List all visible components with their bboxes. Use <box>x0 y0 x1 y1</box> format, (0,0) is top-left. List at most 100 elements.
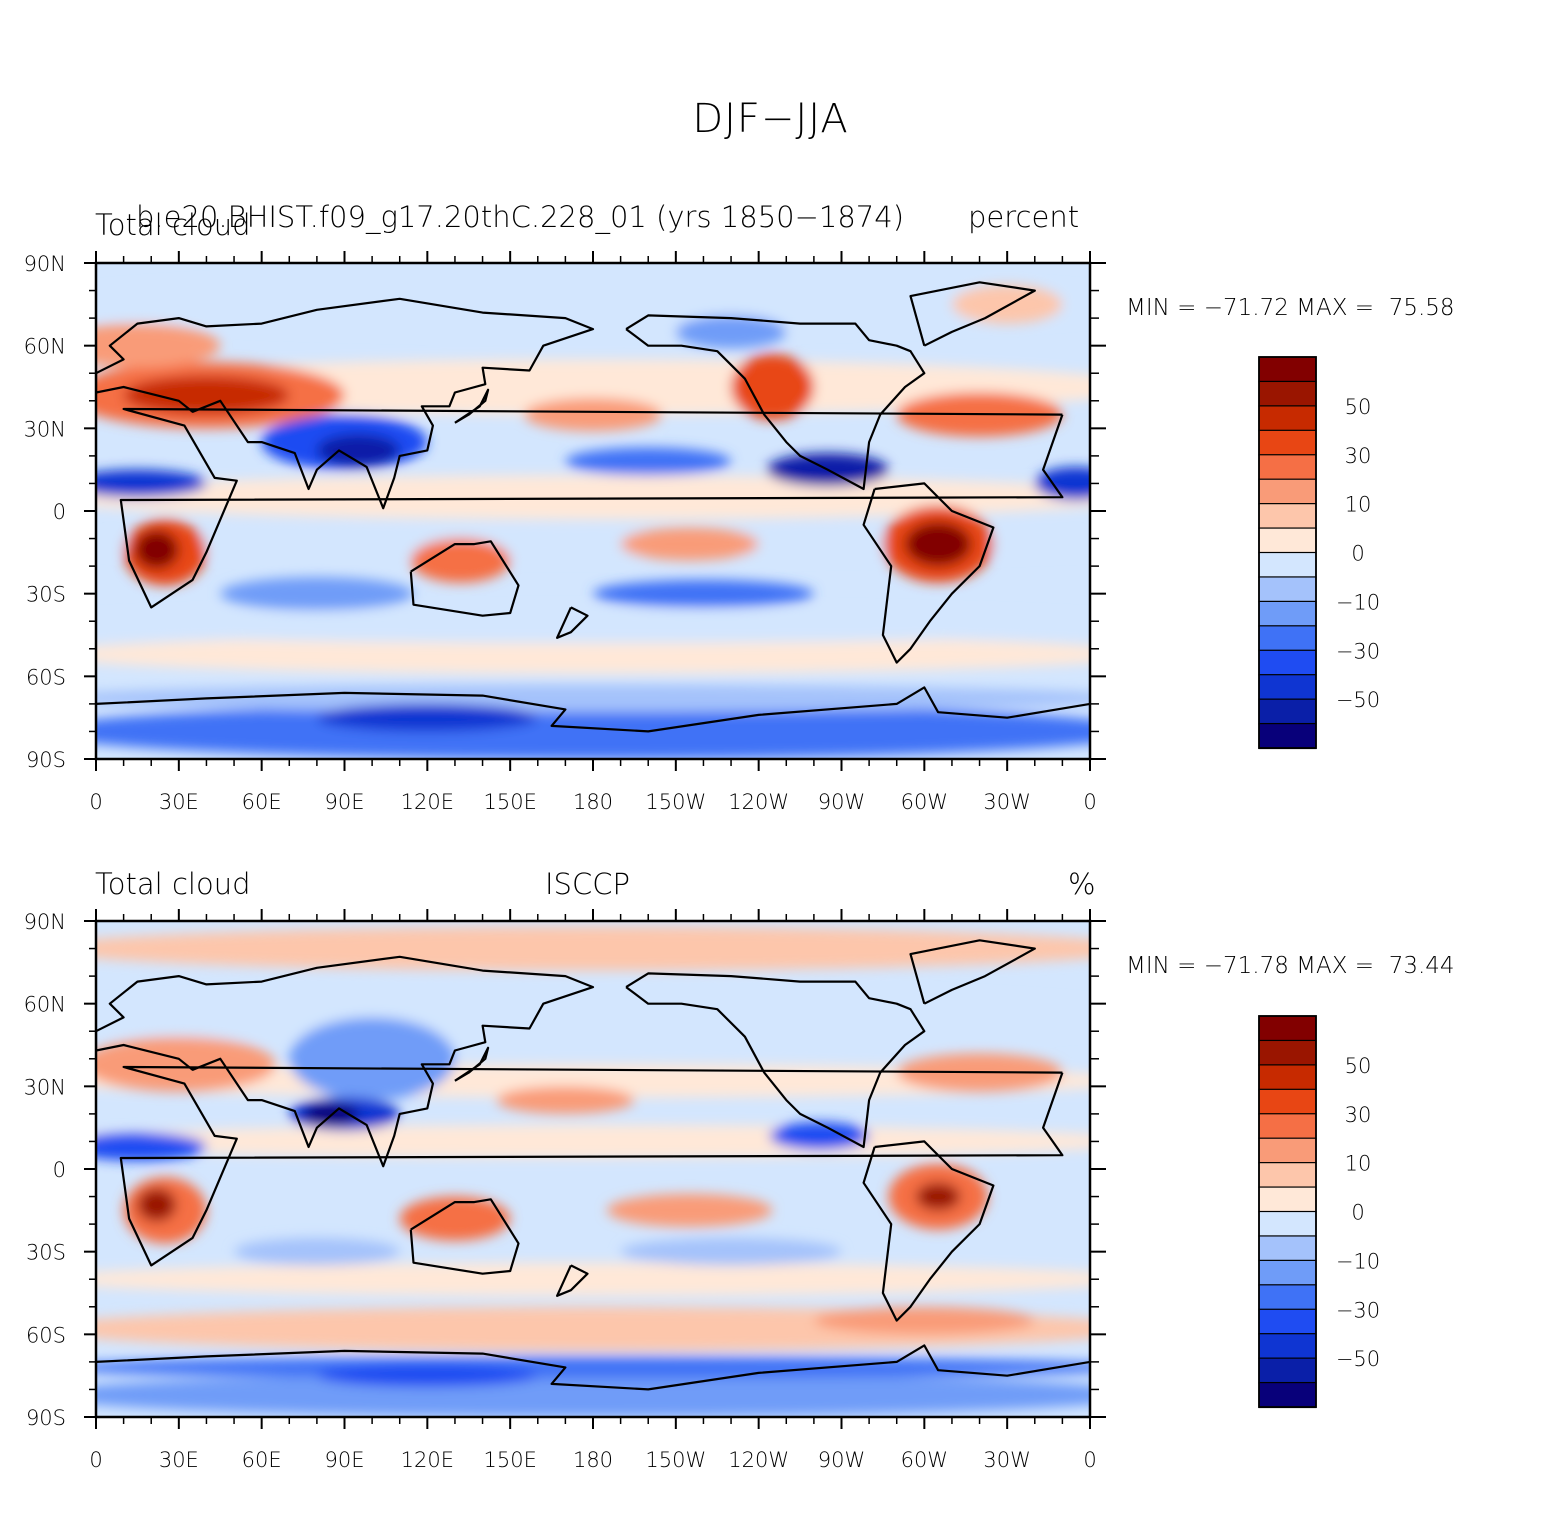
colorbar-label: 30 <box>1345 1103 1372 1127</box>
colorbar-swatch <box>1258 1039 1317 1066</box>
contour-region <box>769 1122 870 1150</box>
colorbar-swatch <box>1258 1210 1317 1238</box>
y-tick-label: 0 <box>53 500 66 524</box>
y-tick-label: 30S <box>26 1241 66 1265</box>
coastlines <box>96 281 1090 733</box>
contour-region <box>813 1306 1035 1335</box>
x-tick-label: 30W <box>983 1448 1031 1472</box>
contour-region <box>234 1237 400 1266</box>
colorbar-swatch <box>1258 625 1317 652</box>
colorbar-swatch <box>1258 698 1317 725</box>
contour-region <box>96 323 221 368</box>
colorbar-swatch <box>1258 454 1317 481</box>
contour-region <box>606 1193 773 1227</box>
min-max-stats: MIN = −71.72 MAX = 75.58 <box>1126 295 1455 321</box>
coastline <box>96 297 595 510</box>
colorbar-swatch <box>1258 1259 1317 1286</box>
contour-region <box>96 684 1090 713</box>
colorbar-swatch <box>1258 1333 1317 1360</box>
contour-region <box>96 530 1090 558</box>
coastline <box>454 1046 490 1082</box>
x-tick-label: 30E <box>159 1448 199 1472</box>
x-tick-label: 120E <box>401 1448 454 1472</box>
contour-field <box>96 263 1090 759</box>
colorbar-swatch <box>1258 503 1317 530</box>
colorbar-swatch <box>1258 1088 1317 1115</box>
contour-region <box>593 579 814 608</box>
coastline <box>409 1198 520 1275</box>
contour-region <box>96 359 1090 415</box>
y-tick-label: 0 <box>53 1158 66 1182</box>
contour-region <box>303 1102 359 1125</box>
colorbar-swatch <box>1258 478 1317 505</box>
colorbar-swatch <box>1258 576 1317 603</box>
contour-region <box>565 447 732 476</box>
contour-region <box>96 926 1090 971</box>
x-tick-label: 180 <box>573 790 613 814</box>
y-tick-label: 90S <box>26 1406 66 1430</box>
colorbar-label: −50 <box>1336 688 1380 712</box>
colorbar-swatch <box>1258 1162 1317 1189</box>
colorbar-label: 50 <box>1345 1054 1372 1078</box>
colorbar-swatch <box>1258 1064 1317 1091</box>
x-tick-label: 0 <box>1083 790 1096 814</box>
y-tick-label: 90N <box>24 252 66 276</box>
contour-region <box>96 635 1090 674</box>
center-label: ISCCP <box>545 867 630 901</box>
min-max-stats: MIN = −71.78 MAX = 73.44 <box>1126 953 1455 979</box>
center-label: b.e20.BHIST.f09_g17.20thC.228_01 (yrs 18… <box>136 200 905 234</box>
contour-region <box>905 522 972 567</box>
y-tick-label: 30S <box>26 583 66 607</box>
colorbar-swatch <box>1258 1284 1317 1311</box>
colorbar-label: 0 <box>1351 542 1364 566</box>
right-label: percent <box>968 200 1080 234</box>
contour-region <box>620 527 759 561</box>
colorbar-swatch <box>1258 674 1317 701</box>
x-tick-label: 90E <box>325 1448 365 1472</box>
x-tick-label: 60W <box>901 1448 949 1472</box>
x-tick-label: 150W <box>645 1448 706 1472</box>
left-label: Total cloud <box>95 867 251 901</box>
y-tick-label: 90N <box>24 910 66 934</box>
colorbar-swatch <box>1258 527 1317 554</box>
colorbar-label: 10 <box>1345 493 1372 517</box>
contour-region <box>316 433 400 467</box>
contour-region <box>220 577 414 611</box>
x-tick-label: 120W <box>728 790 789 814</box>
contour-region <box>123 375 290 415</box>
coastline <box>625 972 926 1149</box>
colorbar-label: 10 <box>1345 1152 1372 1176</box>
contour-region <box>96 1262 1090 1296</box>
colorbar: 50 30 10 0 −10 −30 −50 <box>1258 356 1380 750</box>
colorbar-swatch <box>1258 722 1317 750</box>
colorbar-swatch <box>1258 1113 1317 1140</box>
y-tick-label: 30N <box>24 1075 66 1099</box>
coastline <box>409 540 520 617</box>
coastline <box>96 1344 1090 1391</box>
coastline <box>909 281 1036 347</box>
y-tick-label: 90S <box>26 748 66 772</box>
colorbar-swatch <box>1258 1137 1317 1164</box>
x-tick-label: 90W <box>818 790 866 814</box>
colorbar: 50 30 10 0 −10 −30 −50 <box>1258 1015 1380 1409</box>
colorbar-frame <box>1258 1015 1317 1408</box>
x-tick-label: 0 <box>89 790 102 814</box>
x-tick-label: 150W <box>645 790 706 814</box>
contour-region <box>96 1133 207 1161</box>
colorbar-label: 30 <box>1345 444 1372 468</box>
x-tick-label: 60E <box>242 790 282 814</box>
colorbar-swatch <box>1258 429 1317 456</box>
colorbar-swatch <box>1258 551 1317 579</box>
colorbar-swatch <box>1258 1308 1317 1335</box>
colorbar-label: −30 <box>1336 639 1380 663</box>
coastlines <box>96 939 1090 1391</box>
contour-region <box>96 276 1090 332</box>
coastline <box>119 1065 1064 1267</box>
colorbar-swatch <box>1258 380 1317 407</box>
contour-region <box>316 703 538 732</box>
colorbar-label: −30 <box>1336 1298 1380 1322</box>
colorbar-swatch <box>1258 1357 1317 1384</box>
x-tick-label: 0 <box>89 1448 102 1472</box>
colorbar-swatch <box>1258 649 1317 676</box>
contour-region <box>96 989 1090 1045</box>
